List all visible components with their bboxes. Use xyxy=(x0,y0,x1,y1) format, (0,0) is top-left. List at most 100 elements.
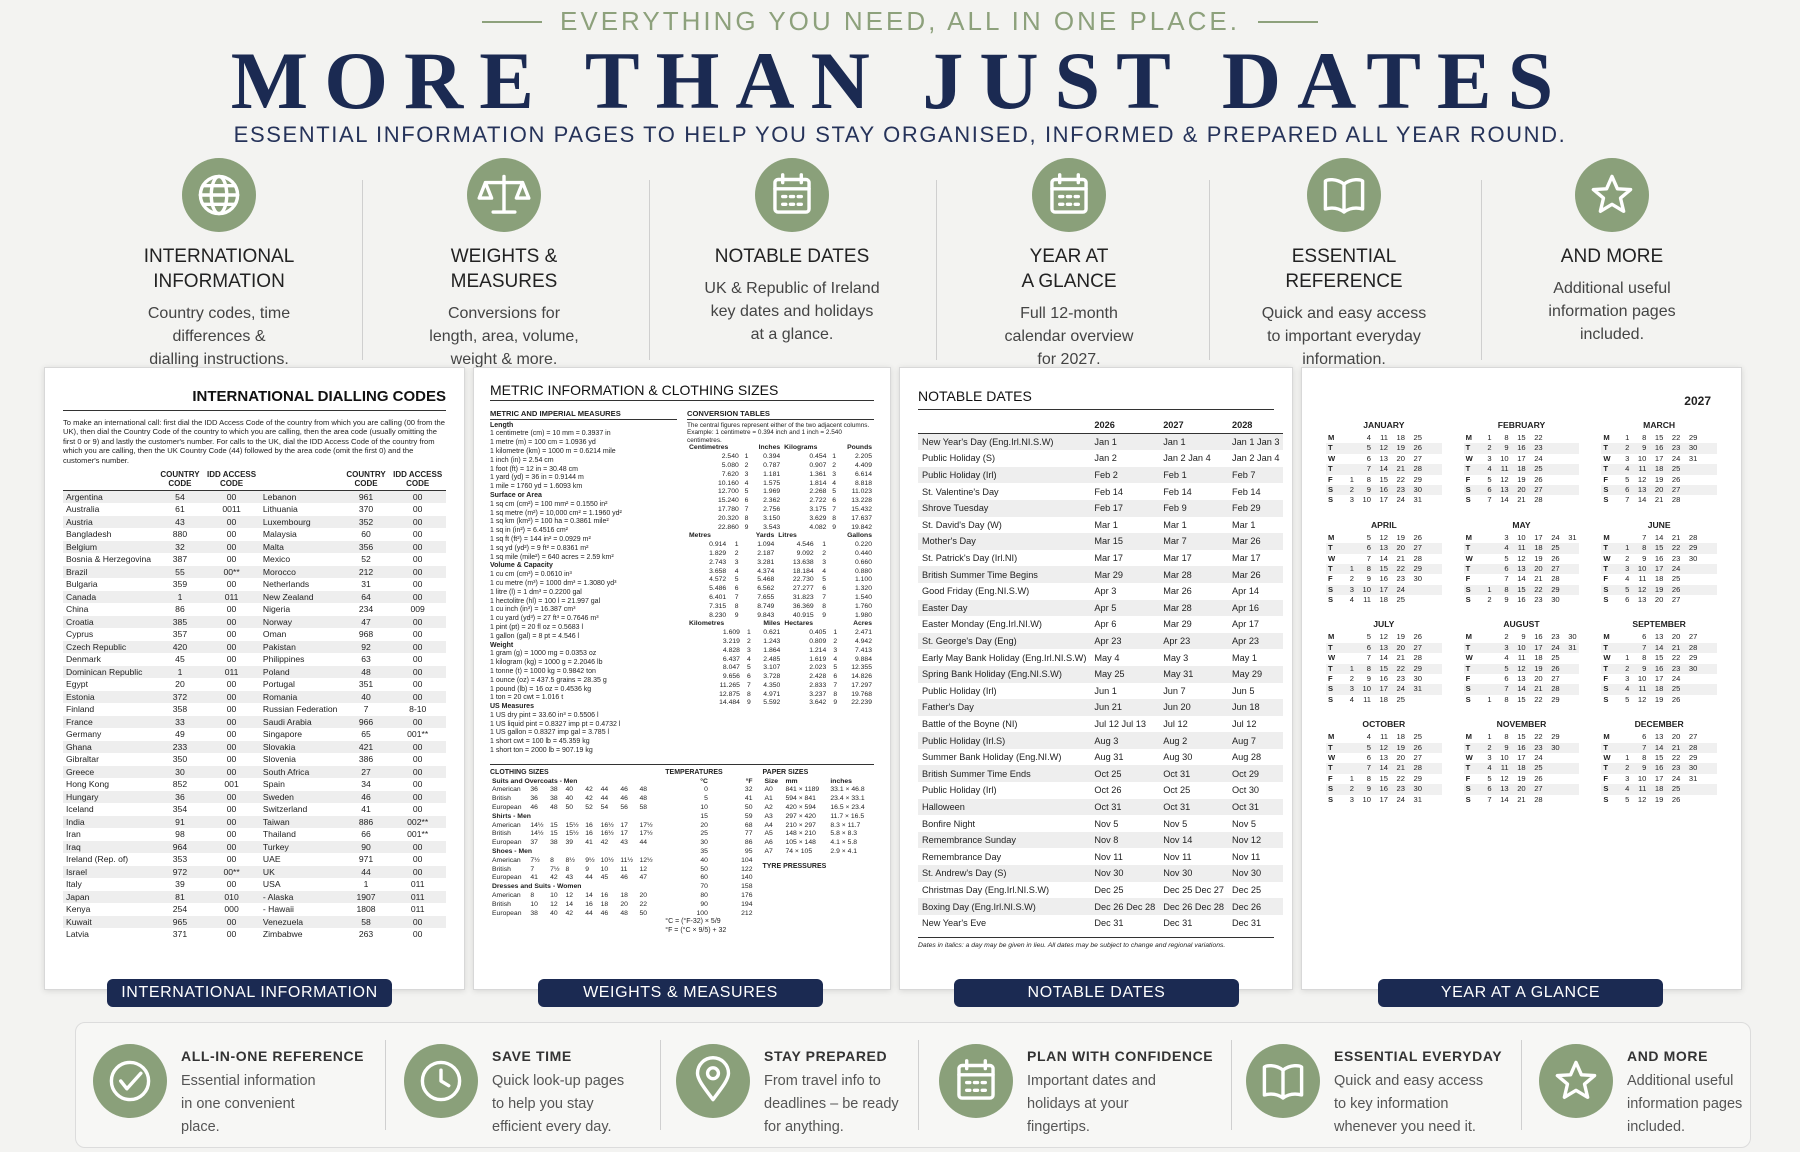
day: 4 xyxy=(1625,574,1630,584)
table-cell: 1.100 xyxy=(854,576,872,584)
table-cell: 9½ xyxy=(585,856,595,864)
week-row: S 5 12 19 26 xyxy=(1601,695,1717,705)
table-cell: 2.722 xyxy=(809,497,827,505)
day: 20 xyxy=(1534,563,1543,573)
header-line: CODE xyxy=(220,478,244,488)
weekday: S xyxy=(1465,595,1471,605)
benefit-line: Additional useful xyxy=(1627,1073,1734,1089)
weekday: F xyxy=(1465,474,1471,484)
weekday: W xyxy=(1603,553,1611,563)
table-row: Public Holiday (Irl) Feb 2 Feb 1 Feb 7 xyxy=(918,466,1284,484)
day: 16 xyxy=(1517,595,1526,605)
header-cell: Metres xyxy=(689,532,711,540)
table-cell: 17½ xyxy=(639,821,653,829)
table-cell: 90 xyxy=(342,840,390,854)
week-row: M 1 8 15 22 xyxy=(1464,433,1580,443)
table-cell: 16½ xyxy=(600,821,614,829)
week-row: M 3 10 17 24 31 xyxy=(1464,533,1580,543)
weekday: S xyxy=(1603,694,1609,704)
table-cell: Spring Bank Holiday (Eng.NI.S.W) xyxy=(918,665,1091,683)
calendar-year: 2027 xyxy=(1684,394,1711,408)
table-cell: 011 xyxy=(389,890,446,904)
day: 14 xyxy=(1500,794,1509,804)
day: 13 xyxy=(1637,484,1647,494)
benefit-line: Quick look-up pages xyxy=(492,1073,625,1089)
week-row: S 6 13 20 27 xyxy=(1463,484,1580,496)
day: 15 xyxy=(1517,694,1526,704)
main-title: MORE THAN JUST DATES xyxy=(230,35,1570,126)
table-cell: 9 xyxy=(747,699,751,707)
week-row: S 3 10 17 24 31 xyxy=(1326,495,1442,505)
table-cell: 8.230 xyxy=(709,611,727,619)
day: 31 xyxy=(1413,794,1422,804)
table-cell: 17 xyxy=(620,830,628,838)
table-cell: 11.265 xyxy=(719,681,740,689)
day: 20 xyxy=(1396,543,1405,553)
table-cell: Sweden xyxy=(259,790,343,804)
table-cell: 74 × 105 xyxy=(785,848,813,856)
table-cell: May 1 xyxy=(1231,652,1257,663)
paper: PAPER SIZES Size mm inches A0 841 × 1189 33.1 … xyxy=(762,769,874,936)
table-cell: May 25 xyxy=(1090,665,1160,683)
table-cell: South Africa xyxy=(259,765,343,779)
weekday: W xyxy=(1465,752,1473,762)
table-cell: 4.082 xyxy=(809,523,827,531)
table-cell: 011 xyxy=(410,904,425,915)
feature-description-line: Conversions for xyxy=(447,305,561,322)
table-row: British 36 38 40 42 44 46 48 xyxy=(490,795,657,804)
table-cell: 356 xyxy=(342,540,390,554)
table-cell: 6.401 xyxy=(709,593,727,601)
table-row: Good Friday (Eng.NI.S.W) Apr 3 Mar 26 Apr 1… xyxy=(918,583,1283,600)
table-cell: 5 xyxy=(747,664,751,672)
table-cell: 3.175 xyxy=(809,505,827,513)
day: 23 xyxy=(1551,632,1560,642)
table-cell: 1 xyxy=(833,629,838,637)
table-cell: Apr 23 xyxy=(1159,632,1228,650)
table-cell: Ghana xyxy=(63,740,157,754)
table-cell: 33.1 × 46.8 xyxy=(830,786,865,794)
benefit-title: SAVE TIME xyxy=(492,1048,572,1064)
week-row: S 7 14 21 28 xyxy=(1463,684,1580,695)
table-cell: 00 xyxy=(389,540,446,554)
table-row: 12.700 5 1.969 2.268 5 11.023 xyxy=(687,488,874,497)
week-row: T 7 14 21 28 xyxy=(1326,464,1442,475)
table-cell: Feb 14 xyxy=(1163,486,1192,497)
table-cell: 12 xyxy=(639,865,648,873)
table-row: Kuwait 965 00 Venezuela 58 00 xyxy=(63,915,446,929)
benefit-line: place. xyxy=(181,1119,220,1135)
day: 8 xyxy=(1366,663,1371,673)
table-cell: 1.540 xyxy=(854,593,872,601)
table-cell: 5 xyxy=(833,664,838,672)
day: 13 xyxy=(1517,563,1526,573)
weekday: S xyxy=(1465,784,1471,794)
table-cell: 49 xyxy=(175,729,185,740)
table-cell: 43 xyxy=(620,839,628,847)
day: 8 xyxy=(1504,584,1509,594)
day: 2 xyxy=(1625,663,1630,673)
table-row: A1 594 × 841 23.4 × 33.1 xyxy=(762,795,874,804)
table-cell: Aug 3 xyxy=(1090,732,1160,749)
table-cell: Mar 26 xyxy=(1227,533,1284,550)
table-cell: Public Holiday (Irl) xyxy=(922,685,997,696)
table-cell: Nov 8 xyxy=(1090,831,1160,849)
day: 10 xyxy=(1500,453,1509,463)
day: 23 xyxy=(1534,595,1543,605)
day: 5 xyxy=(1504,663,1509,673)
table-cell: 41 xyxy=(530,874,538,882)
table-cell: 54 xyxy=(156,490,204,504)
icon-graphic xyxy=(957,1059,995,1100)
day: 4 xyxy=(1366,433,1371,442)
day: 17 xyxy=(1379,684,1388,694)
table-cell: 39 xyxy=(565,839,574,847)
dates-table: 2026 2027 2028 New Year's Day (Eng.Irl.NI.S… xyxy=(918,417,1284,931)
table-cell: Apr 3 xyxy=(1094,586,1117,597)
table-row: 1.609 1 0.621 0.405 1 2.471 xyxy=(687,629,874,638)
day: 23 xyxy=(1671,763,1681,773)
table-cell: 14 xyxy=(585,892,593,900)
weekday: M xyxy=(1328,732,1335,742)
table-cell: Aug 2 xyxy=(1159,732,1228,749)
table-cell: 00 xyxy=(226,529,237,540)
table-cell: Oct 30 xyxy=(1231,785,1260,796)
table-cell: 10 xyxy=(550,892,558,900)
table-row: New Year's Day (Eng.Irl.NI.S.W) Jan 1 Jan … xyxy=(918,433,1284,451)
